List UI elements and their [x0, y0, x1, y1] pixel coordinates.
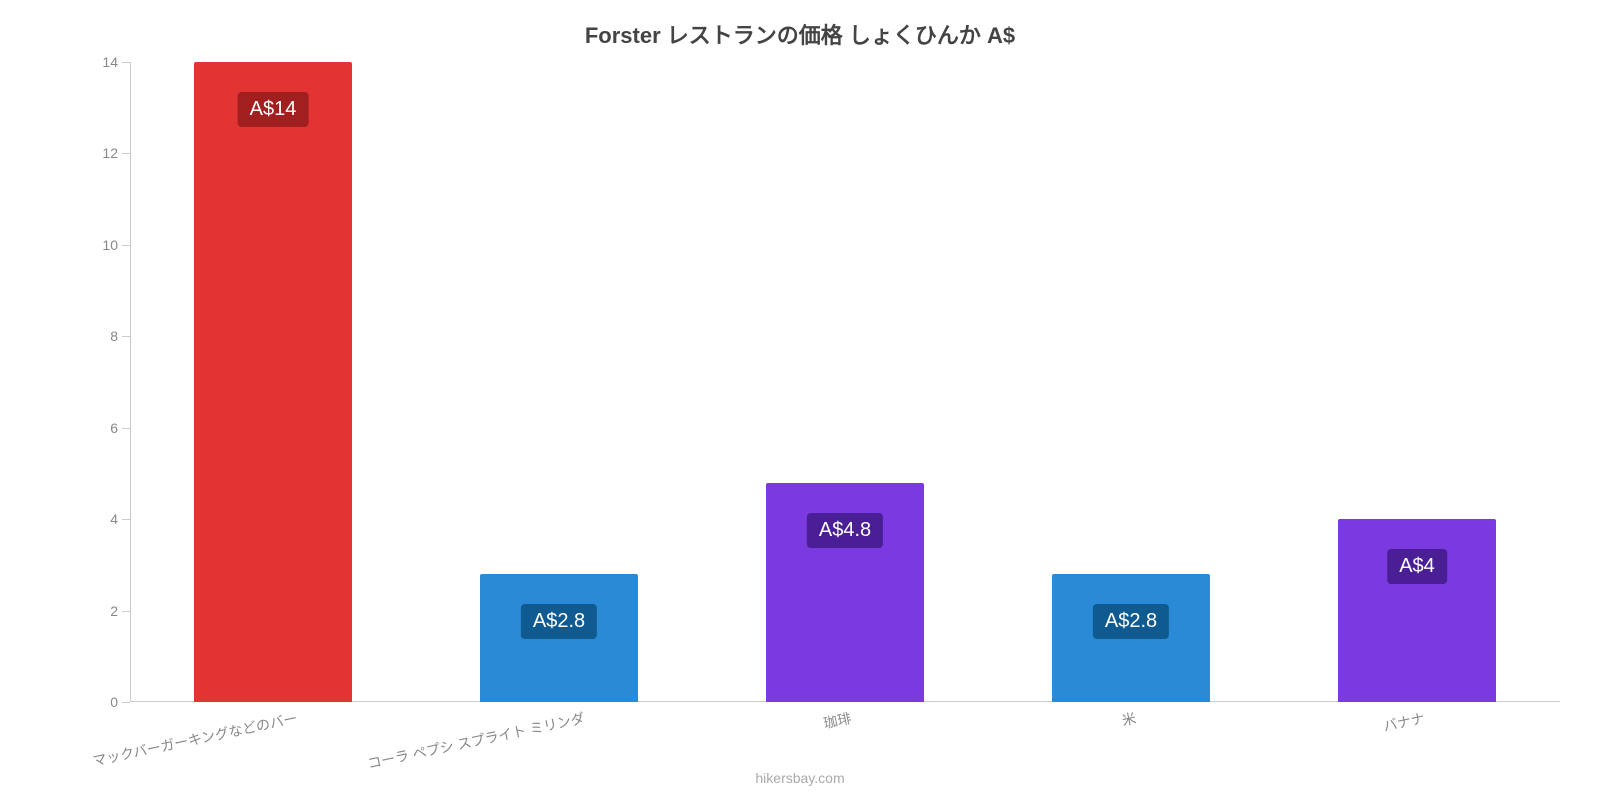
- y-axis-line: [130, 62, 131, 702]
- y-tick-label: 0: [110, 694, 130, 710]
- y-tick-label: 4: [110, 511, 130, 527]
- x-axis-label: 米: [1119, 702, 1138, 730]
- y-tick-label: 14: [102, 54, 130, 70]
- x-axis-label: マックバーガーキングなどのバー: [90, 702, 300, 771]
- bar: A$4.8: [766, 483, 923, 702]
- y-tick-label: 12: [102, 145, 130, 161]
- x-axis-label: 珈琲: [820, 702, 853, 733]
- y-tick-label: 2: [110, 603, 130, 619]
- bar-value-label: A$2.8: [1093, 604, 1169, 639]
- bar-value-label: A$14: [238, 92, 309, 127]
- bar: A$2.8: [1052, 574, 1209, 702]
- bar: A$14: [194, 62, 351, 702]
- bar-value-label: A$4.8: [807, 513, 883, 548]
- y-tick-label: 6: [110, 420, 130, 436]
- bar-value-label: A$4: [1387, 549, 1447, 584]
- y-tick-label: 8: [110, 328, 130, 344]
- chart-title: Forster レストランの価格 しょくひんか A$: [0, 0, 1600, 50]
- y-tick-label: 10: [102, 237, 130, 253]
- bar: A$4: [1338, 519, 1495, 702]
- attribution-text: hikersbay.com: [0, 770, 1600, 786]
- chart-plot-area: 02468101214A$14マックバーガーキングなどのバーA$2.8コーラ ペ…: [130, 62, 1560, 702]
- bar-value-label: A$2.8: [521, 604, 597, 639]
- bar: A$2.8: [480, 574, 637, 702]
- x-axis-label: バナナ: [1380, 702, 1426, 736]
- x-axis-label: コーラ ペプシ スプライト ミリンダ: [364, 702, 586, 774]
